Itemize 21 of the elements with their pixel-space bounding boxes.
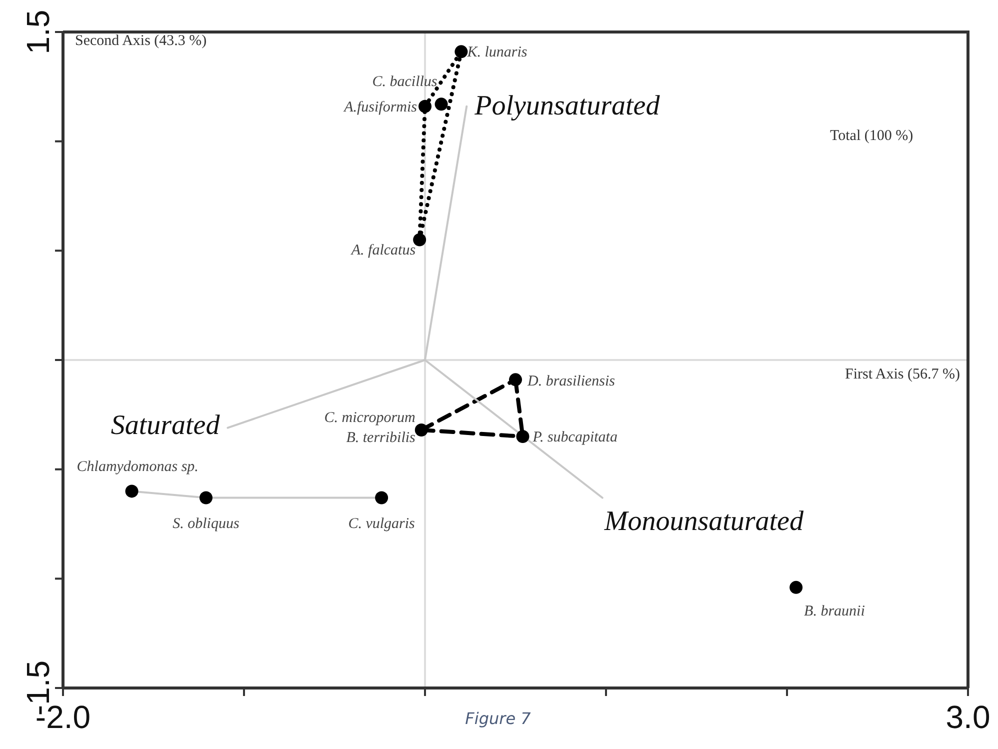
x-tick-label: 3.0 — [946, 699, 990, 735]
annotation: Saturated — [110, 410, 221, 441]
annotation: P. subcapitata — [532, 430, 618, 446]
annotation: K. lunaris — [466, 44, 528, 61]
annotation: D. brasiliensis — [526, 374, 616, 390]
annotation: Polyunsaturated — [474, 90, 661, 122]
annotation: C. microporum — [324, 410, 416, 426]
y-tick-label: 1.5 — [20, 10, 56, 54]
annotation: C. vulgaris — [348, 516, 416, 532]
annotation: C. bacillus — [372, 74, 438, 90]
annotation: B. braunii — [804, 603, 865, 620]
annotation: S. obliquus — [172, 516, 240, 532]
annotation: A. falcatus — [350, 242, 416, 259]
annotation: B. terribilis — [346, 430, 416, 446]
annotation: A.fusiformis — [343, 99, 418, 116]
annotation: Monounsaturated — [603, 506, 804, 537]
caption: Figure 7 — [465, 709, 532, 728]
ref-line-label: First Axis (56.7 %) — [844, 366, 960, 383]
annotation: Second Axis (43.3 %) — [75, 33, 207, 49]
annotation: Total (100 %) — [830, 128, 914, 144]
annotation: Chlamydomonas sp. — [76, 459, 198, 476]
